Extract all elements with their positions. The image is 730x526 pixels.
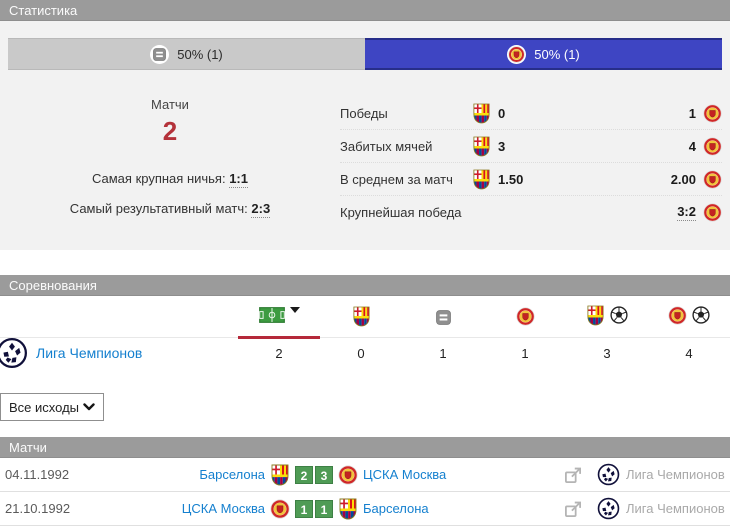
- away-team-link[interactable]: Барселона: [363, 501, 429, 516]
- team-filter-tabs: 50% (1) 50% (1): [0, 38, 730, 70]
- biggest-draw-value: 1:1: [229, 171, 248, 188]
- statistics-panel: 50% (1) 50% (1) Матчи 2 Самая крупная ни…: [0, 21, 730, 250]
- draw-icon: [150, 44, 170, 64]
- match-date: 04.11.1992: [5, 467, 70, 482]
- competition-link[interactable]: Лига Чемпионов: [36, 345, 143, 361]
- stat-away-value: 2.00: [670, 171, 696, 187]
- home-team-link[interactable]: ЦСКА Москва: [181, 501, 265, 516]
- stat-row-wins: Победы 0 1: [340, 97, 722, 130]
- stat-label: Победы: [340, 105, 388, 121]
- match-league-name: Лига Чемпионов: [626, 467, 725, 482]
- competitions-section-header: Соревнования: [0, 275, 730, 296]
- competitions-table-header: [0, 296, 730, 339]
- match-row: 21.10.1992 ЦСКА Москва 1 1 Барселона Лиг…: [0, 492, 730, 526]
- stat-label: Забитых мячей: [340, 138, 433, 154]
- barcelona-crest-icon: [338, 498, 358, 520]
- matches-count-label: Матчи: [151, 97, 189, 112]
- match-league-name: Лига Чемпионов: [626, 501, 725, 516]
- barcelona-crest-icon: [472, 136, 491, 157]
- match-details-link[interactable]: [563, 499, 583, 519]
- cell-barcelona-wins: 0: [357, 345, 365, 361]
- cell-cska-wins: 1: [521, 345, 529, 361]
- match-score: 2 3: [295, 465, 333, 484]
- sort-caret-icon[interactable]: [289, 307, 300, 313]
- stat-row-biggest-win: Крупнейшая победа 3:2: [340, 196, 722, 229]
- football-icon: [692, 306, 710, 324]
- column-barcelona-goals[interactable]: [566, 305, 648, 329]
- champions-league-logo-icon: [597, 463, 620, 486]
- barcelona-crest-icon: [270, 464, 290, 486]
- cell-cska-goals: 4: [685, 345, 693, 361]
- cska-crest-icon: [703, 103, 722, 123]
- matches-section-header: Матчи: [0, 437, 730, 458]
- cell-matches-played: 2: [275, 345, 283, 361]
- draw-icon: [435, 309, 451, 325]
- outcomes-filter-label: Все исходы: [9, 399, 80, 415]
- match-details-link[interactable]: [563, 465, 583, 485]
- tab-draws[interactable]: 50% (1): [8, 38, 365, 70]
- cska-crest-icon: [270, 498, 290, 519]
- stat-home-value: 0: [498, 105, 506, 121]
- column-cska-wins[interactable]: [484, 307, 566, 326]
- column-barcelona-wins[interactable]: [320, 306, 402, 327]
- stat-label: Крупнейшая победа: [340, 205, 462, 220]
- barcelona-crest-icon: [472, 169, 491, 190]
- chevron-down-icon: [83, 403, 95, 411]
- cska-crest-icon: [703, 169, 722, 189]
- cska-crest-icon: [338, 464, 358, 485]
- most-productive-label: Самый результативный матч:: [69, 201, 248, 216]
- tab-cska-wins[interactable]: 50% (1): [365, 38, 722, 70]
- match-date: 21.10.1992: [5, 501, 71, 516]
- cska-crest-icon: [507, 44, 527, 64]
- stat-label: В среднем за матч: [340, 171, 453, 187]
- most-productive-line: Самый результативный матч: 2:3: [0, 201, 340, 218]
- matches-count-value: 2: [162, 116, 178, 146]
- champions-league-logo-icon: [0, 337, 28, 369]
- outcomes-filter-dropdown[interactable]: Все исходы: [0, 393, 104, 421]
- champions-league-logo-icon: [597, 497, 620, 520]
- statistics-section-header: Статистика: [0, 0, 730, 21]
- match-row: 04.11.1992 Барселона 2 3 ЦСКА Москва Лиг…: [0, 458, 730, 492]
- column-matches-played[interactable]: [238, 307, 320, 339]
- pitch-icon: [258, 307, 285, 323]
- stat-row-average: В среднем за матч 1.50 2.00: [340, 163, 722, 196]
- cell-draws: 1: [439, 345, 447, 361]
- away-score: 1: [315, 499, 333, 518]
- column-cska-goals[interactable]: [648, 305, 730, 328]
- stat-away-value: 3:2: [677, 204, 696, 221]
- stat-home-value: 3: [498, 138, 506, 154]
- barcelona-crest-icon: [472, 103, 491, 124]
- stat-home-value: 1.50: [498, 171, 524, 187]
- cska-crest-icon: [515, 307, 535, 326]
- cska-crest-icon: [668, 305, 687, 325]
- cska-crest-icon: [703, 203, 722, 222]
- tab-draws-label: 50% (1): [177, 46, 223, 62]
- biggest-draw-label: Самая крупная ничья:: [91, 171, 226, 186]
- stat-away-value: 4: [688, 138, 696, 154]
- match-score: 1 1: [295, 499, 333, 518]
- external-link-icon: [565, 467, 581, 483]
- stat-row-goals: Забитых мячей 3 4: [340, 130, 722, 163]
- external-link-icon: [565, 501, 581, 517]
- column-draws[interactable]: [402, 308, 484, 325]
- barcelona-crest-icon: [352, 306, 371, 327]
- cska-crest-icon: [703, 136, 722, 156]
- away-team-link[interactable]: ЦСКА Москва: [363, 467, 447, 482]
- matches-summary: Матчи 2 Самая крупная ничья: 1:1 Самый р…: [0, 97, 340, 229]
- head-to-head-stats: Победы 0 1 Забитых мячей 3: [340, 97, 722, 229]
- home-score: 2: [295, 465, 313, 484]
- tab-cska-wins-label: 50% (1): [534, 46, 580, 62]
- away-score: 3: [315, 465, 333, 484]
- most-productive-value: 2:3: [251, 201, 271, 218]
- barcelona-crest-icon: [586, 305, 605, 326]
- football-icon: [610, 306, 628, 324]
- competition-row-champions-league: Лига Чемпионов 2 0 1 1 3 4: [0, 337, 730, 369]
- biggest-draw-line: Самая крупная ничья: 1:1: [0, 171, 340, 188]
- home-score: 1: [295, 499, 313, 518]
- home-team-link[interactable]: Барселона: [199, 467, 265, 482]
- stat-away-value: 1: [688, 105, 696, 121]
- cell-barcelona-goals: 3: [603, 345, 611, 361]
